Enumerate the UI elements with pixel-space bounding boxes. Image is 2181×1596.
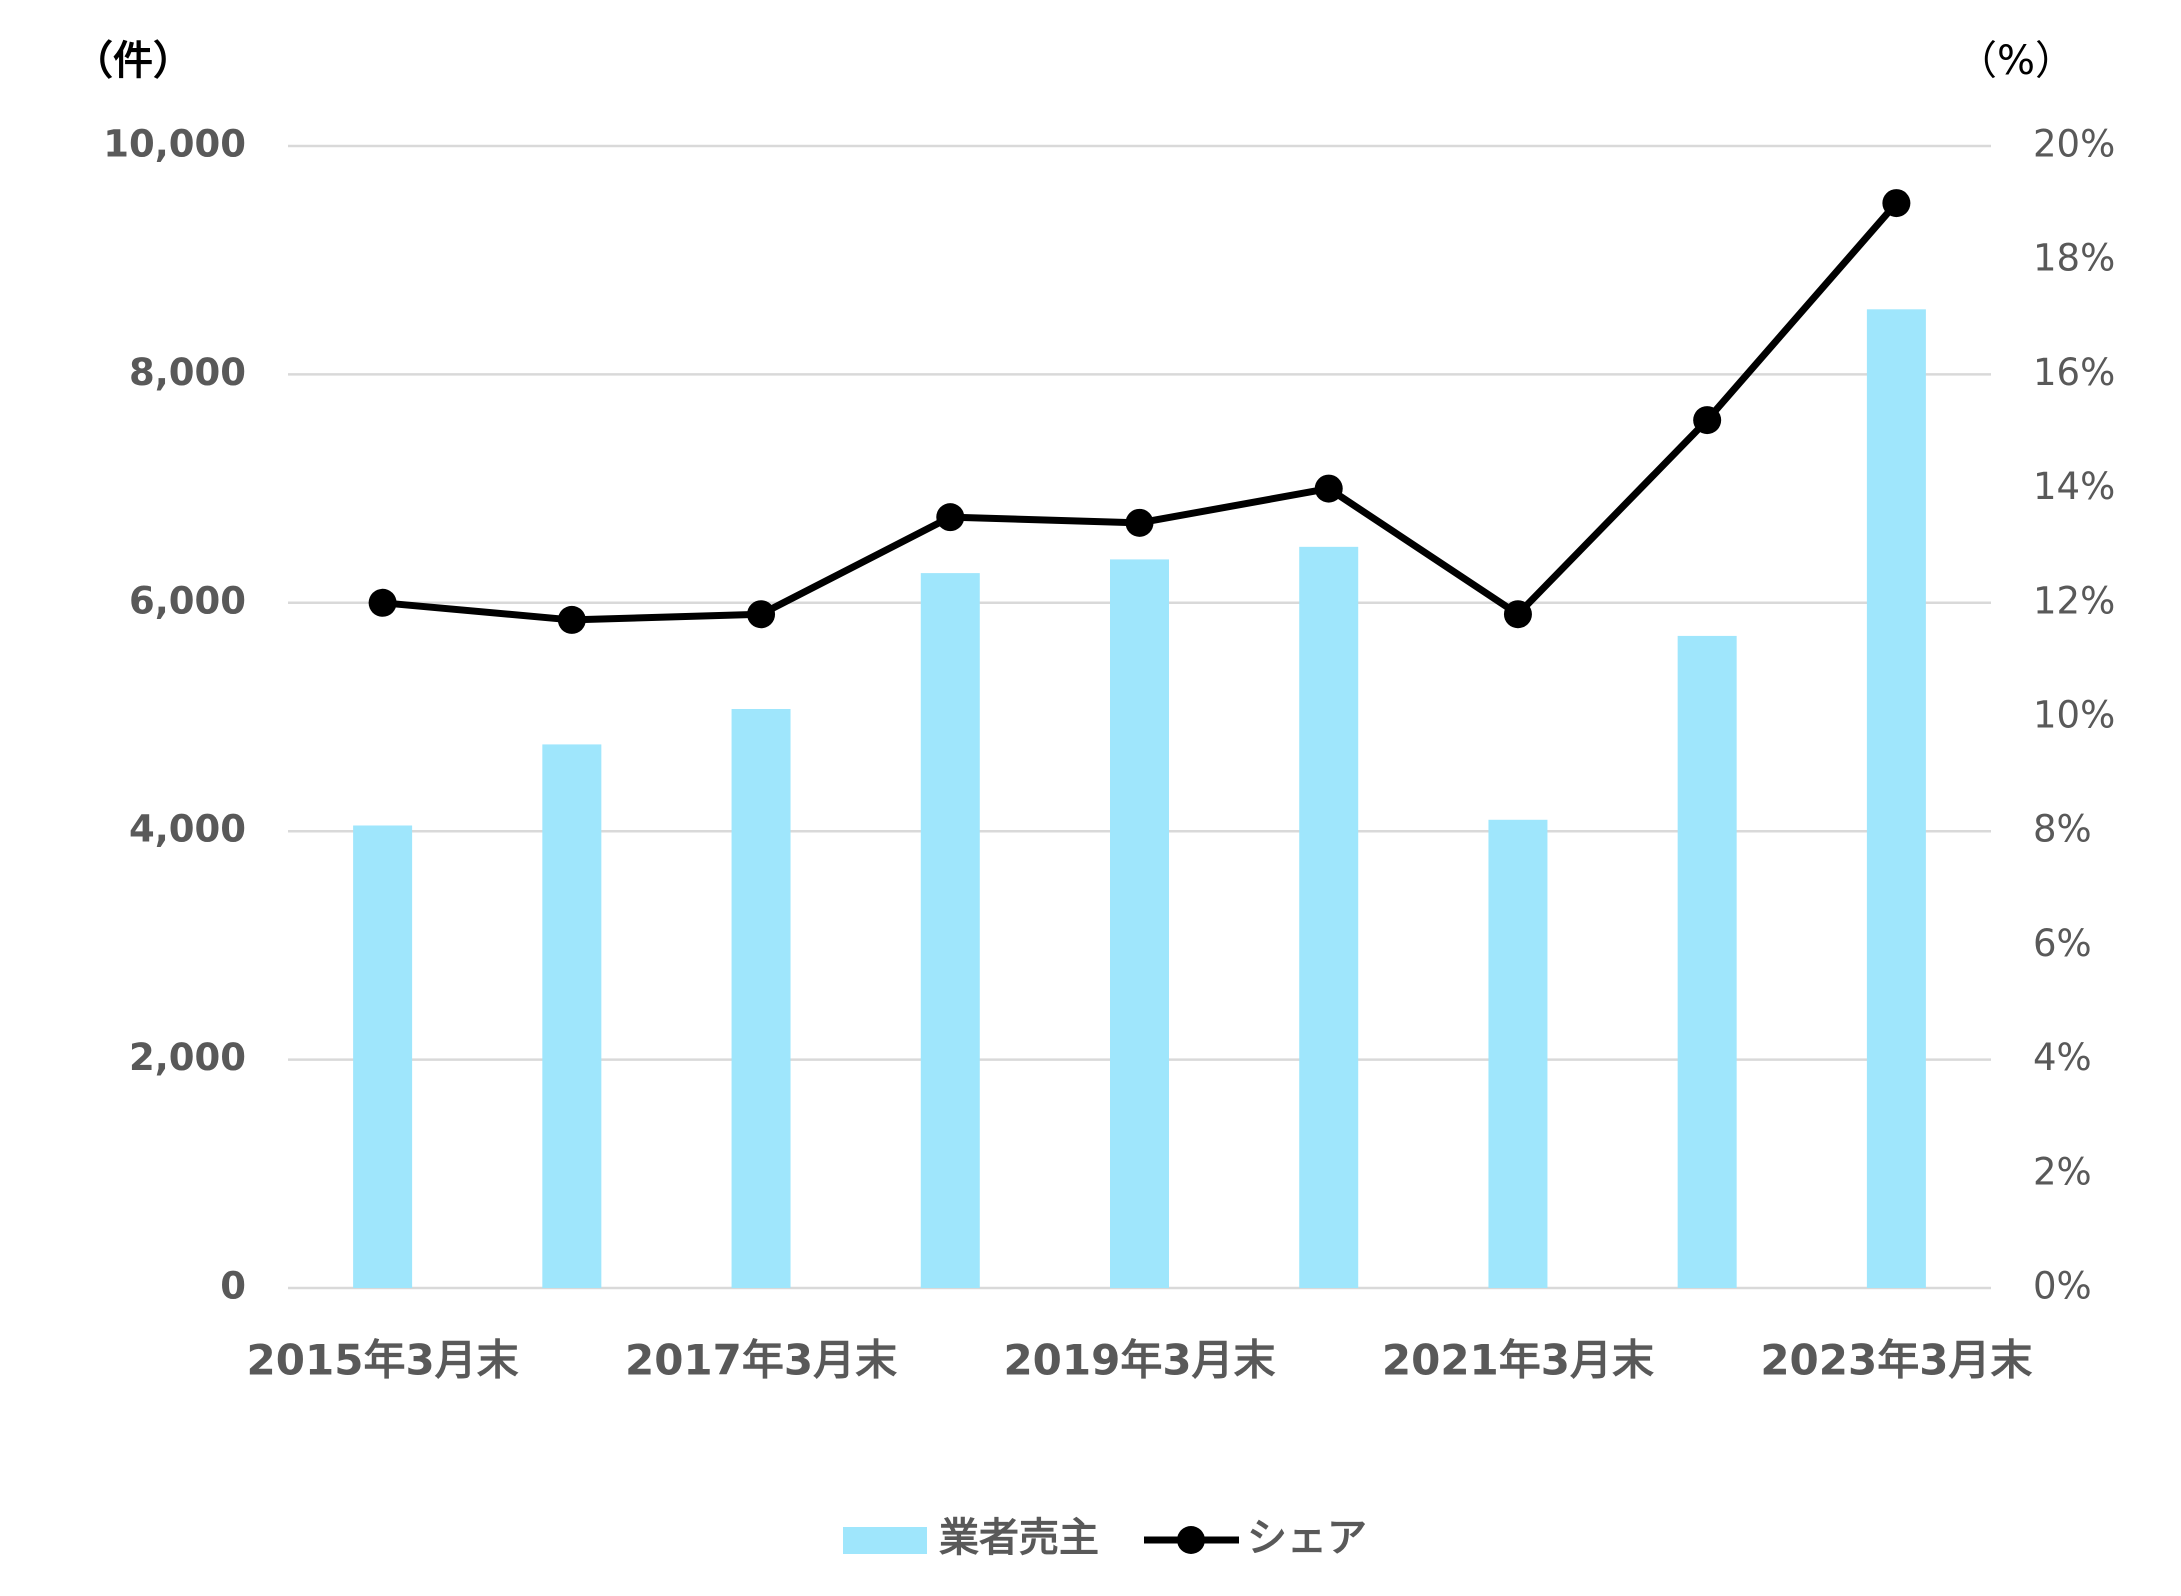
bar (542, 744, 602, 1288)
bar (1299, 546, 1359, 1288)
marker (1314, 474, 1343, 503)
y2-tick-label: 18% (2033, 237, 2115, 280)
x-tick-label: 2021年3月末 (1382, 1336, 1654, 1385)
y2-tick-label: 10% (2033, 694, 2115, 737)
line (382, 200, 1900, 624)
y2-tick-label: 16% (2033, 351, 2115, 394)
marker (747, 600, 776, 629)
bar (920, 573, 980, 1288)
marker (936, 503, 965, 532)
y2-tick-label: 12% (2033, 579, 2115, 622)
y2-tick-label: 14% (2033, 465, 2115, 508)
bar (353, 825, 413, 1288)
bar (1488, 819, 1548, 1288)
bar (1866, 309, 1926, 1288)
y2-unit-label: （%） (1957, 38, 2075, 84)
y-tick-label: 2,000 (129, 1036, 246, 1079)
legend-swatch (843, 1527, 927, 1554)
marker (1693, 406, 1722, 435)
x-tick-label: 2019年3月末 (1003, 1336, 1275, 1385)
y-tick-label: 8,000 (129, 351, 246, 394)
y2-tick-label: 4% (2033, 1036, 2092, 1079)
legend-label: シェア (1247, 1515, 1367, 1561)
x-tick-label: 2017年3月末 (625, 1336, 897, 1385)
y-tick-label: 4,000 (129, 808, 246, 851)
y2-tick-label: 0% (2033, 1265, 2092, 1308)
marker (1503, 600, 1532, 629)
y-unit-label: （件） (73, 38, 193, 84)
y-tick-label: 6,000 (129, 579, 246, 622)
marker (1125, 508, 1154, 537)
marker (557, 605, 586, 634)
bar (1677, 635, 1737, 1288)
y2-tick-label: 6% (2033, 922, 2092, 965)
marker (368, 588, 397, 617)
y2-tick-label: 2% (2033, 1150, 2092, 1193)
x-tick-label: 2023年3月末 (1760, 1336, 2032, 1385)
y2-tick-label: 20% (2033, 123, 2115, 166)
legend-label: 業者売主 (939, 1515, 1099, 1561)
bar (1110, 559, 1169, 1288)
x-tick-label: 2015年3月末 (247, 1336, 519, 1385)
y-tick-label: 10,000 (103, 123, 246, 166)
bar (731, 709, 791, 1288)
legend-swatch (1177, 1526, 1205, 1554)
y2-tick-label: 8% (2033, 808, 2092, 851)
marker (1882, 189, 1911, 218)
y-tick-label: 0 (220, 1265, 246, 1308)
